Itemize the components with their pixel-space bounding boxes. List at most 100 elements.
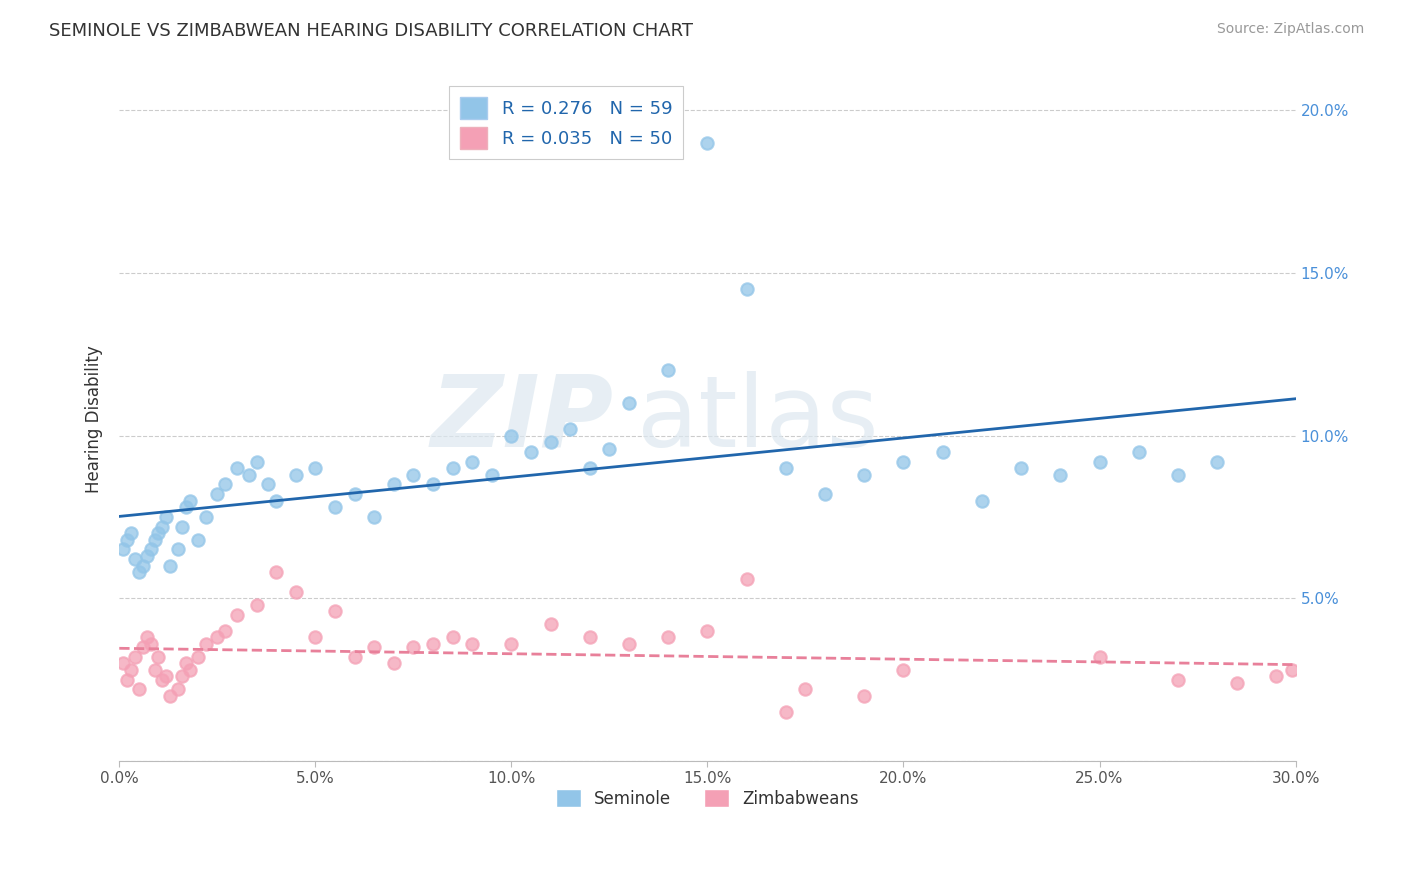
Point (167, 682, 190, 697)
Point (853, 689, 876, 703)
Point (1010, 461, 1032, 475)
Point (578, 631, 600, 645)
Point (245, 454, 267, 468)
Point (363, 510, 385, 524)
Point (128, 566, 150, 580)
Point (159, 558, 181, 573)
Point (402, 640, 425, 654)
Point (304, 631, 326, 645)
Point (128, 682, 150, 697)
Point (135, 631, 157, 645)
Point (120, 526, 142, 541)
Point (112, 657, 135, 671)
Point (174, 657, 197, 671)
Point (422, 477, 444, 491)
Point (143, 533, 166, 547)
Point (323, 604, 346, 618)
Point (323, 500, 346, 515)
Point (735, 282, 758, 296)
Point (735, 572, 758, 586)
Point (657, 631, 679, 645)
Point (115, 673, 138, 687)
Point (245, 598, 267, 612)
Point (1167, 673, 1189, 687)
Point (560, 422, 582, 436)
Point (148, 649, 170, 664)
Point (194, 510, 217, 524)
Point (1281, 663, 1303, 677)
Point (520, 445, 543, 459)
Point (363, 640, 385, 654)
Text: SEMINOLE VS ZIMBABWEAN HEARING DISABILITY CORRELATION CHART: SEMINOLE VS ZIMBABWEAN HEARING DISABILIT… (49, 22, 693, 40)
Point (207, 631, 229, 645)
Point (120, 663, 142, 677)
Point (1265, 669, 1288, 683)
Point (112, 542, 135, 557)
Point (343, 649, 366, 664)
Point (115, 533, 138, 547)
Point (132, 558, 155, 573)
Point (155, 669, 177, 683)
Text: Source: ZipAtlas.com: Source: ZipAtlas.com (1216, 22, 1364, 37)
Point (304, 461, 326, 475)
Point (540, 435, 562, 450)
Point (481, 467, 503, 482)
Point (1226, 676, 1249, 690)
Point (159, 689, 181, 703)
Point (170, 669, 193, 683)
Point (794, 682, 817, 697)
Point (155, 510, 177, 524)
Point (775, 461, 797, 475)
Point (775, 705, 797, 719)
Point (970, 493, 993, 508)
Point (170, 519, 193, 533)
Point (1088, 454, 1111, 468)
Point (264, 566, 287, 580)
Point (598, 442, 620, 456)
Point (893, 663, 915, 677)
Point (461, 454, 484, 468)
Point (179, 663, 201, 677)
Point (402, 467, 425, 482)
Point (931, 445, 953, 459)
Point (139, 542, 162, 557)
Point (617, 396, 640, 410)
Point (194, 637, 217, 651)
Point (284, 584, 307, 599)
Point (382, 477, 405, 491)
Legend: Seminole, Zimbabweans: Seminole, Zimbabweans (548, 783, 866, 814)
Point (1206, 454, 1229, 468)
Point (238, 467, 260, 482)
Point (132, 640, 155, 654)
Point (441, 631, 464, 645)
Text: atlas: atlas (637, 371, 879, 467)
Point (225, 607, 247, 622)
Point (187, 649, 209, 664)
Point (264, 493, 287, 508)
Point (893, 454, 915, 468)
Y-axis label: Hearing Disability: Hearing Disability (86, 345, 103, 493)
Point (1088, 649, 1111, 664)
Point (540, 617, 562, 632)
Point (501, 637, 523, 651)
Point (501, 428, 523, 442)
Text: ZIP: ZIP (430, 371, 613, 467)
Point (179, 493, 201, 508)
Point (257, 477, 280, 491)
Point (814, 487, 837, 501)
Point (214, 477, 236, 491)
Point (382, 657, 405, 671)
Point (1167, 467, 1189, 482)
Point (853, 467, 876, 482)
Point (284, 467, 307, 482)
Point (1049, 467, 1071, 482)
Point (441, 461, 464, 475)
Point (422, 637, 444, 651)
Point (578, 461, 600, 475)
Point (135, 549, 157, 563)
Point (461, 637, 484, 651)
Point (152, 519, 174, 533)
Point (696, 624, 718, 638)
Point (174, 500, 197, 515)
Point (124, 649, 146, 664)
